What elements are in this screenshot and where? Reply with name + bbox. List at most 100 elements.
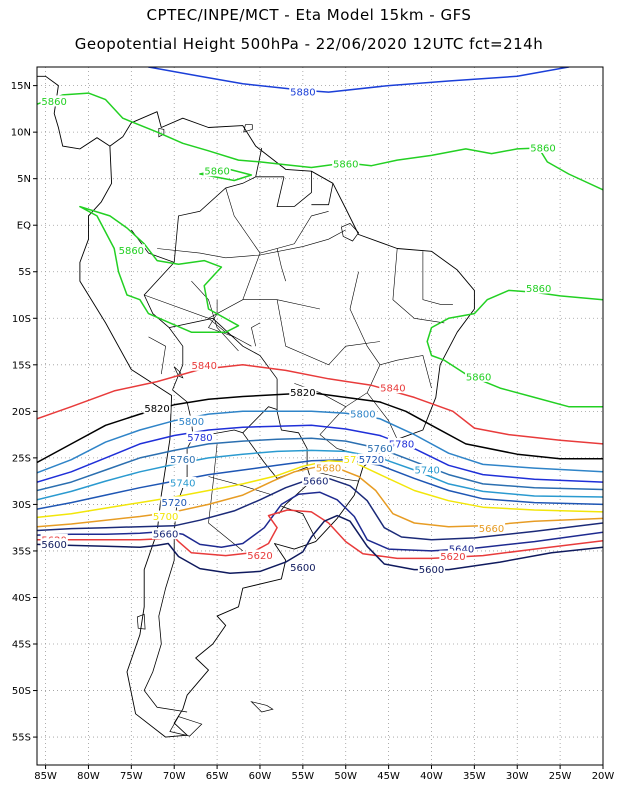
contour-label-5860: 5860 [530,143,555,154]
contour-label-5720: 5720 [161,498,186,509]
contour-line-5800 [37,410,603,474]
latitude-tick-label: 40S [12,593,31,604]
contour-label-5780: 5780 [187,433,212,444]
country-border [173,176,256,263]
latitude-tick-label: 10S [12,314,31,325]
contour-label-5760: 5760 [170,455,195,466]
contour-label-5860b: 5860 [204,167,229,178]
country-border [281,505,317,539]
contour-label-background [387,437,416,449]
longitude-tick-label: 20W [592,771,615,782]
latitude-tick-label: 15N [11,81,31,92]
longitude-tick-label: 80W [77,771,100,782]
state-border [242,211,329,300]
contour-line-5720 [37,458,603,510]
latitude-tick-label: 50S [12,686,31,697]
contour-label-5600: 5600 [290,563,315,574]
graticule [37,67,604,765]
contour-label-background [417,563,446,575]
contour-label-5600: 5600 [419,565,444,576]
country-border [169,317,278,380]
latitude-tick-label: 20S [12,407,31,418]
contour-line-5740 [37,449,603,501]
contour-label-background [117,244,145,256]
contour-label-background [302,475,330,487]
island-outline [169,716,203,737]
contour-line-5760 [37,437,603,492]
latitude-tick-label: 30S [12,500,31,511]
height-contours [37,67,603,575]
longitude-tick-label: 70W [163,771,186,782]
contour-label-background [439,550,467,562]
contour-label-background [190,359,218,371]
contour-label-background [169,453,197,465]
country-border [143,262,175,328]
contour-label-background [160,496,188,508]
state-border [315,471,359,482]
contour-line-5840 [37,364,603,445]
contour-label-background [525,282,553,294]
contour-label-background [177,415,205,427]
central-america-coastline [37,75,111,150]
state-border [392,248,445,324]
contour-label-5640: 5640 [449,545,474,556]
country-border [276,176,295,207]
contour-label-background [169,477,197,489]
contour-label-background [379,382,407,394]
contour-label-background [465,370,493,382]
country-border [143,437,194,713]
latitude-tick-label: 35S [12,546,31,557]
state-border [208,443,243,552]
river-line [157,229,346,259]
contour-line-5600 [37,514,603,575]
contour-line-5860c [79,205,240,333]
contour-label-5620: 5620 [247,551,272,562]
contour-label-background [289,561,317,573]
contour-label-background [366,442,394,454]
contour-label-background [246,549,274,561]
longitude-tick-label: 35W [463,771,486,782]
land-outlines [37,75,475,738]
country-border [276,378,308,466]
country-border [172,389,194,438]
contour-label-5660: 5660 [153,530,178,541]
river-line [208,318,252,347]
latitude-tick-label: 10N [11,128,31,139]
longitude-tick-label: 75W [120,771,143,782]
contour-label-background [314,462,343,474]
contour-label-5600: 5600 [41,540,66,551]
contour-line-5640 [37,491,603,552]
contour-label-5780: 5780 [389,439,414,450]
contour-label-5800: 5800 [350,410,375,421]
latitude-tick-label: 5N [17,174,31,185]
river-line [191,280,239,352]
south-america-coastline [79,111,475,738]
axis-ticks: 15N 10N 5N EQ 5S 10S 15S 20S 25S 30S 35S 40S 45S 50S 5… [11,81,615,782]
state-border [366,392,398,440]
contour-label-background [477,522,506,534]
lake-outline [173,366,184,379]
latitude-tick-label: 5S [18,267,31,278]
contour-label-background [40,538,68,550]
latitude-tick-label: EQ [17,221,31,232]
longitude-tick-label: 85W [34,771,57,782]
contour-label-5620: 5620 [440,552,465,563]
contour-label-background [289,386,317,398]
contour-label-5860c: 5860 [119,246,144,257]
country-border [294,171,312,207]
contour-line-5700 [37,459,603,519]
contour-label-5880: 5880 [290,88,315,99]
contour-label-background [203,165,231,177]
country-border [311,183,334,206]
contour-label-background [349,408,377,420]
contour-line-5860 [37,92,603,191]
longitude-tick-label: 55W [292,771,315,782]
longitude-tick-label: 65W [206,771,229,782]
contour-label-background [447,543,476,555]
contour-line-5880 [147,67,570,93]
contour-label-background [529,141,557,153]
contour-label-background [186,431,214,443]
state-border [148,336,166,375]
longitude-tick-label: 50W [334,771,357,782]
